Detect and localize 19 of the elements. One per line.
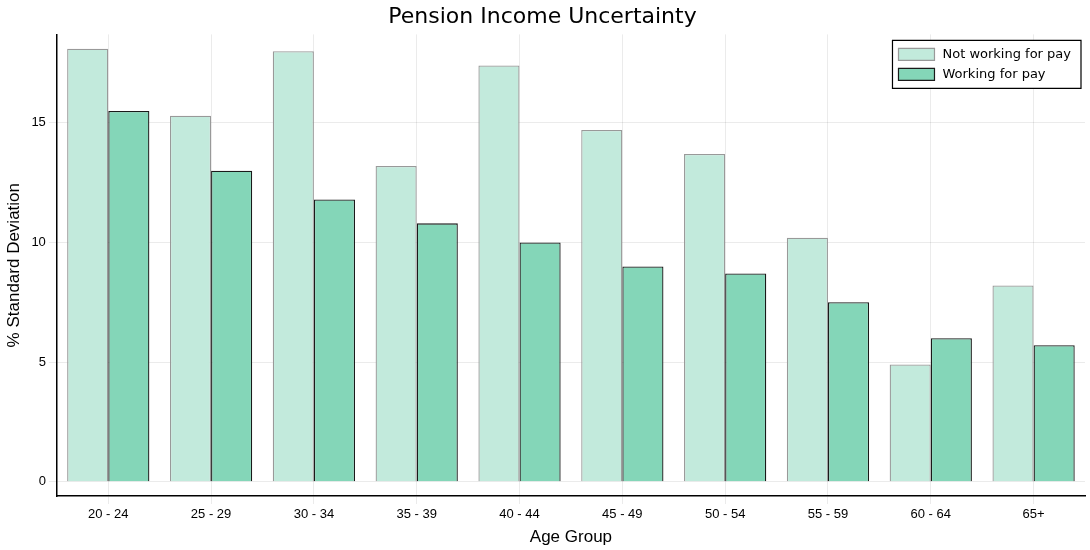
x-tick-label: 35 - 39 <box>396 506 437 522</box>
y-tick-label: 15 <box>31 114 46 130</box>
x-axis-title: Age Group <box>529 527 613 547</box>
x-tick-label: 65+ <box>1022 506 1045 522</box>
y-axis-title: % Standard Deviation <box>3 182 23 348</box>
x-tick-label: 40 - 44 <box>499 506 540 522</box>
y-tick-label: 5 <box>38 353 46 369</box>
x-tick-label: 20 - 24 <box>88 506 129 522</box>
legend-label: Working for pay <box>942 65 1046 81</box>
x-tick-label: 50 - 54 <box>704 506 746 522</box>
y-tick-label: 10 <box>31 234 46 250</box>
x-tick-label: 45 - 49 <box>602 506 643 522</box>
x-tick-label: 25 - 29 <box>190 506 232 522</box>
chart-title: Pension Income Uncertainty <box>388 2 697 28</box>
x-tick-label: 30 - 34 <box>293 506 335 522</box>
legend-label: Not working for pay <box>942 45 1072 61</box>
y-tick-label: 0 <box>38 473 46 489</box>
x-tick-label: 60 - 64 <box>910 506 952 522</box>
x-tick-label: 55 - 59 <box>807 506 849 522</box>
